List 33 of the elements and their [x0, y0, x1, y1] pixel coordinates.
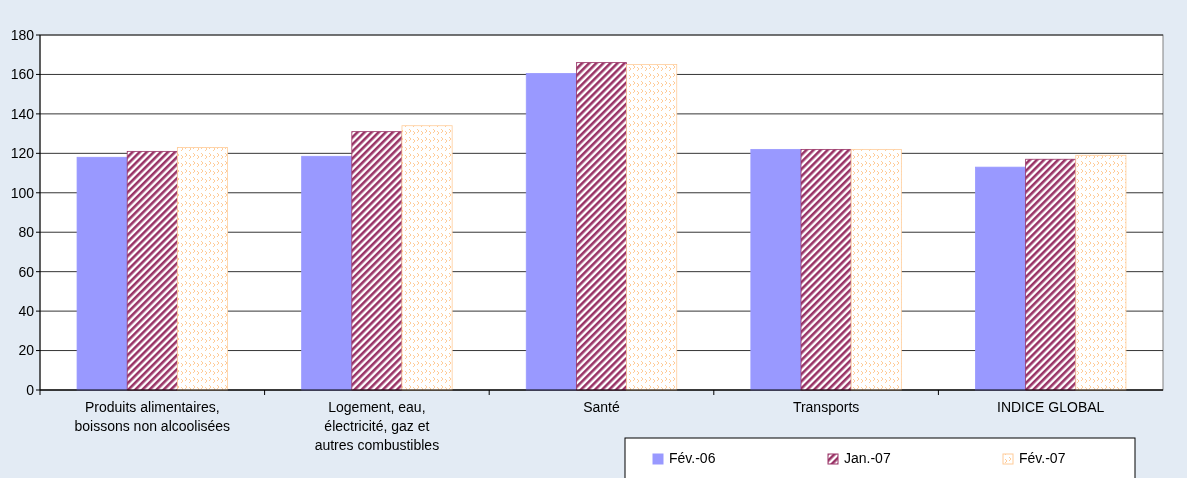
y-tick-label: 0 — [26, 381, 35, 398]
bar — [1075, 154, 1127, 391]
bar — [576, 62, 627, 391]
x-tick-label: Santé — [583, 399, 620, 415]
bar — [76, 156, 128, 391]
y-tick-label: 100 — [10, 184, 35, 201]
bar — [351, 131, 403, 391]
bar — [975, 166, 1027, 391]
legend-label: Fév.-06 — [669, 450, 716, 467]
bar — [126, 150, 178, 391]
x-tick-label: Transports — [792, 399, 860, 415]
bar — [1025, 158, 1077, 391]
bar — [301, 155, 353, 391]
y-tick-label: 180 — [10, 26, 35, 43]
bar — [401, 125, 453, 391]
y-tick-label: 120 — [10, 145, 35, 162]
legend-label: Fév.-07 — [1019, 450, 1066, 467]
y-tick-label: 60 — [18, 263, 35, 280]
bar — [525, 73, 577, 391]
y-tick-label: 140 — [10, 105, 35, 122]
y-tick-label: 160 — [10, 66, 35, 83]
x-tick-label: Logement, eau, électricité, gaz et autres combustibles — [314, 399, 440, 453]
x-tick-label: Produits alimentaires, boissons non alcoolisées — [74, 399, 231, 434]
bar — [626, 64, 678, 391]
y-tick-label: 20 — [18, 342, 35, 359]
y-tick-label: 40 — [18, 303, 35, 320]
y-tick-label: 80 — [18, 224, 35, 241]
bar — [176, 147, 228, 391]
bar — [850, 148, 902, 391]
bar — [800, 148, 852, 391]
legend-label: Jan.-07 — [844, 450, 891, 467]
x-tick-label: INDICE GLOBAL — [997, 399, 1105, 415]
bar — [750, 148, 802, 391]
